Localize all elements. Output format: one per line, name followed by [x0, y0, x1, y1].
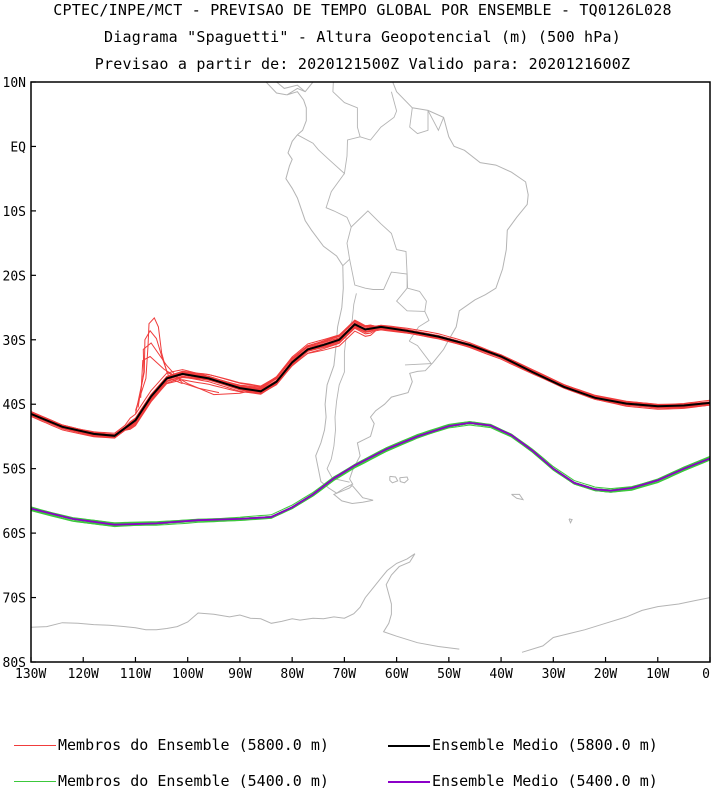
lat-tick-label: 40S — [3, 398, 26, 413]
m58-member-line — [31, 322, 710, 437]
lat-tick-label: EQ — [10, 140, 26, 155]
title-line-1: CPTEC/INPE/MCT - PREVISAO DE TEMPO GLOBA… — [53, 1, 672, 19]
ensemble-mean-5400-line — [31, 421, 710, 526]
south-sandwich — [568, 518, 573, 525]
lon-tick-label: 40W — [489, 667, 513, 682]
falklands-east — [399, 476, 409, 484]
m54-member-line — [31, 422, 710, 526]
m58-member-line — [31, 320, 710, 437]
legend-swatch-members-5800 — [14, 745, 56, 746]
lon-tick-label: 90W — [228, 667, 252, 682]
title-line-2: Diagrama "Spaguetti" - Altura Geopotenci… — [104, 28, 621, 46]
m54-member-line — [31, 422, 710, 527]
legend-label-mean-5800: Ensemble Medio (5800.0 m) — [432, 736, 658, 754]
m54-member-line — [31, 422, 710, 525]
ensemble-mean-layer — [31, 323, 710, 526]
m54-member-line — [31, 421, 710, 525]
legend-swatch-mean-5400 — [388, 780, 430, 783]
south-america-coast — [285, 82, 529, 494]
legend-swatch-mean-5800 — [388, 744, 430, 747]
border-venezuela-brazil — [359, 91, 398, 141]
lon-tick-label: 20W — [594, 667, 618, 682]
lat-tick-label: 70S — [3, 592, 26, 607]
lat-tick-label: 10S — [3, 205, 26, 220]
antarctic-peninsula — [31, 553, 416, 631]
title-line-3: Previsao a partir de: 2020121500Z Valido… — [94, 55, 631, 73]
lon-tick-label: 110W — [120, 667, 151, 682]
lon-tick-label: 50W — [437, 667, 461, 682]
legend-members-5800: Membros do Ensemble (5800.0 m) — [14, 736, 329, 756]
m54-member-line — [31, 422, 710, 528]
m54-member-line — [31, 422, 710, 525]
border-bolivia-argentina-paraguay — [349, 259, 425, 312]
m54-member-line — [31, 422, 710, 526]
m54-member-line — [31, 423, 710, 526]
lat-tick-label: 80S — [3, 656, 26, 671]
antarctic-peninsula-east — [382, 553, 460, 650]
lat-tick-label: 20S — [3, 269, 26, 284]
border-bolivia-brazil — [350, 210, 409, 289]
m58-member-line — [31, 323, 710, 437]
legend-members-5400: Membros do Ensemble (5400.0 m) — [14, 772, 329, 792]
caribbean-coast — [275, 82, 306, 93]
lon-tick-label: 10W — [646, 667, 670, 682]
m58-member-line — [31, 320, 710, 436]
m54-member-line — [31, 421, 710, 527]
border-uruguay — [404, 340, 432, 366]
m58-member-loop — [135, 329, 183, 415]
border-colombia-venezuela — [332, 82, 361, 137]
lon-tick-label: 120W — [68, 667, 99, 682]
lon-tick-label: 70W — [333, 667, 357, 682]
border-colombia-peru-brazil — [297, 134, 361, 175]
weddell-coast — [521, 597, 710, 653]
legend-swatch-members-5400 — [14, 781, 56, 782]
lon-tick-label: 60W — [385, 667, 409, 682]
coastline-layer — [31, 82, 710, 653]
falklands-west — [389, 475, 399, 484]
tierra-del-fuego — [332, 485, 374, 505]
lat-tick-label: 10N — [3, 76, 26, 91]
m54-member-line — [31, 422, 710, 526]
legend-label-members-5400: Membros do Ensemble (5400.0 m) — [58, 772, 329, 790]
m58-member-line — [31, 323, 710, 437]
m54-member-line — [31, 421, 710, 525]
south-georgia — [511, 493, 525, 501]
legend-label-mean-5400: Ensemble Medio (5400.0 m) — [432, 772, 658, 790]
legend-label-members-5800: Membros do Ensemble (5800.0 m) — [58, 736, 329, 754]
m54-member-line — [31, 422, 710, 525]
m54-member-line — [31, 422, 710, 526]
legend-mean-5800: Ensemble Medio (5800.0 m) — [388, 736, 658, 756]
legend-mean-5400: Ensemble Medio (5400.0 m) — [388, 772, 658, 792]
m58-member-line — [31, 324, 710, 437]
lat-tick-label: 50S — [3, 463, 26, 478]
m54-member-line — [31, 422, 710, 526]
lon-tick-label: 130W — [15, 667, 46, 682]
lon-tick-label: 30W — [542, 667, 566, 682]
lon-tick-label: 0 — [702, 667, 710, 682]
m58-member-line — [31, 323, 710, 436]
border-peru-brazil-bolivia — [325, 173, 352, 267]
m54-member-line — [31, 421, 710, 524]
border-guianas — [409, 107, 445, 135]
border-chile-argentina — [326, 293, 357, 483]
lat-tick-label: 30S — [3, 334, 26, 349]
plot-frame — [30, 81, 711, 663]
m54-member-line — [31, 421, 710, 525]
m54-member-line — [31, 422, 710, 526]
m54-member-line — [31, 424, 710, 526]
m54-member-line — [31, 421, 710, 527]
ensemble-mean-5800-line — [31, 323, 710, 437]
lon-tick-label: 100W — [172, 667, 203, 682]
lon-tick-label: 80W — [280, 667, 304, 682]
m58-member-line — [31, 319, 710, 437]
central-america-coast — [265, 82, 287, 96]
lat-tick-label: 60S — [3, 527, 26, 542]
border-brazil-paraguay-argentina — [407, 287, 430, 342]
m58-member-line — [31, 319, 710, 437]
